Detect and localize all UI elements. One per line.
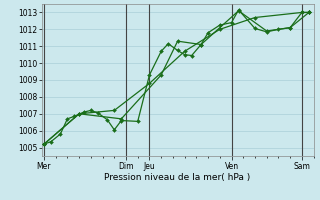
X-axis label: Pression niveau de la mer( hPa ): Pression niveau de la mer( hPa ) [104,173,251,182]
